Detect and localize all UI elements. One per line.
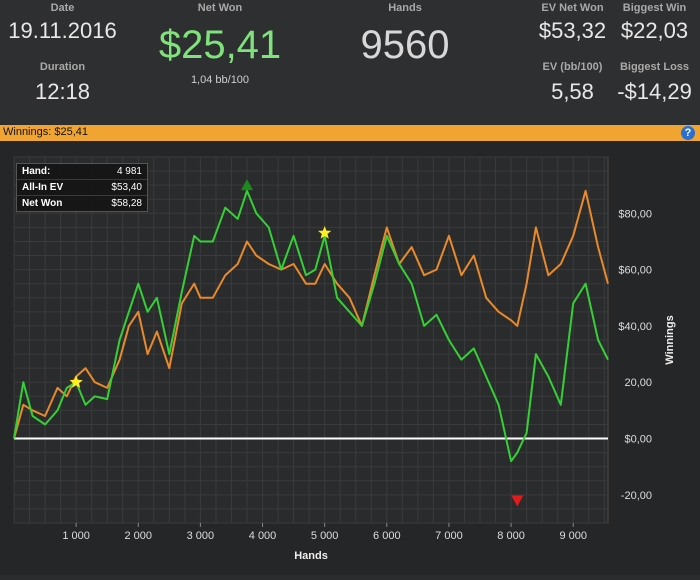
star-marker [69,375,83,388]
net-won-value: $25,41 [158,23,282,67]
ev-net-won-stat: EV Net Won $53,32 [535,2,610,44]
ev-bb100-value: 5,58 [551,79,594,104]
tooltip-allin-ev-label: All-In EV [22,182,64,193]
tooltip-allin-ev-value: $53,40 [111,182,142,193]
bb100-value: 1,04 bb/100 [190,74,250,86]
tooltip-row-net-won: Net Won $58,28 [17,196,147,211]
date-label: Date [50,2,75,14]
y-tick-label: $80,00 [618,208,652,220]
winnings-chart-area: 1 000 2 000 3 000 4 000 5 000 6 000 7 000 8 000… [0,141,700,575]
net-won-stat: Net Won $25,41 1,04 bb/100 [140,2,300,86]
x-tick-label: 5 000 [311,530,339,542]
y-axis-label: Winnings [664,315,676,364]
hands-label: Hands [388,2,422,14]
help-icon[interactable]: ? [681,126,695,140]
ev-bb100-label: EV (bb/100) [542,61,603,73]
tooltip-hand-value: 4 981 [116,166,142,177]
x-tick-label: 7 000 [435,530,463,542]
series-line-net-won [13,189,609,463]
x-tick-label: 2 000 [125,530,153,542]
x-tick-label: 4 000 [249,530,277,542]
y-tick-label: 20,00 [624,377,652,389]
ev-bb100-stat: EV (bb/100) 5,58 [535,61,610,105]
duration-stat: Duration 12:18 [5,61,120,105]
session-stats-panel: Date 19.11.2016 Duration 12:18 Net Won $… [0,0,700,124]
hover-tooltip: Hand: 4 981 All-In EV $53,40 Net Won $58… [16,163,148,212]
biggest-loss-stat: Biggest Loss -$14,29 [612,61,697,105]
hands-stat: Hands 9560 [325,2,485,68]
winnings-chart[interactable]: 1 000 2 000 3 000 4 000 5 000 6 000 7 000 8 000… [0,141,700,575]
x-tick-label: 6 000 [373,530,401,542]
y-tick-label: $0,00 [624,434,652,446]
tooltip-hand-label: Hand: [22,166,51,177]
tooltip-row-hand: Hand: 4 981 [17,164,147,180]
x-axis-label: Hands [294,550,328,562]
tooltip-row-allin-ev: All-In EV $53,40 [17,180,147,196]
date-stat: Date 19.11.2016 [5,2,120,44]
y-tick-label: $60,00 [618,265,652,277]
ev-net-won-value: $53,32 [538,18,607,43]
biggest-loss-label: Biggest Loss [619,61,690,73]
biggest-win-value: $22,03 [620,18,689,43]
net-won-label: Net Won [197,2,243,14]
x-tick-label: 1 000 [62,530,90,542]
tooltip-net-won-value: $58,28 [111,198,142,209]
duration-value: 12:18 [34,79,91,104]
series-line-all-in-ev [13,189,609,439]
date-value: 19.11.2016 [8,18,117,43]
biggest-win-stat: Biggest Win $22,03 [612,2,697,44]
x-tick-label: 3 000 [187,530,215,542]
biggest-win-label: Biggest Win [622,2,687,14]
hands-value: 9560 [360,23,450,67]
biggest-loss-value: -$14,29 [617,79,692,104]
winnings-bar-text: Winnings: $25,41 [3,126,88,138]
x-tick-label: 9 000 [559,530,587,542]
tooltip-net-won-label: Net Won [22,198,63,209]
winnings-bar: Winnings: $25,41 ? [0,125,700,141]
y-tick-label: -20,00 [621,490,652,502]
duration-label: Duration [39,61,86,73]
y-tick-label: $40,00 [618,321,652,333]
star-marker [318,226,332,239]
ev-net-won-label: EV Net Won [541,2,604,14]
x-tick-label: 8 000 [497,530,525,542]
peak-marker [241,179,254,191]
trough-marker [511,495,524,507]
